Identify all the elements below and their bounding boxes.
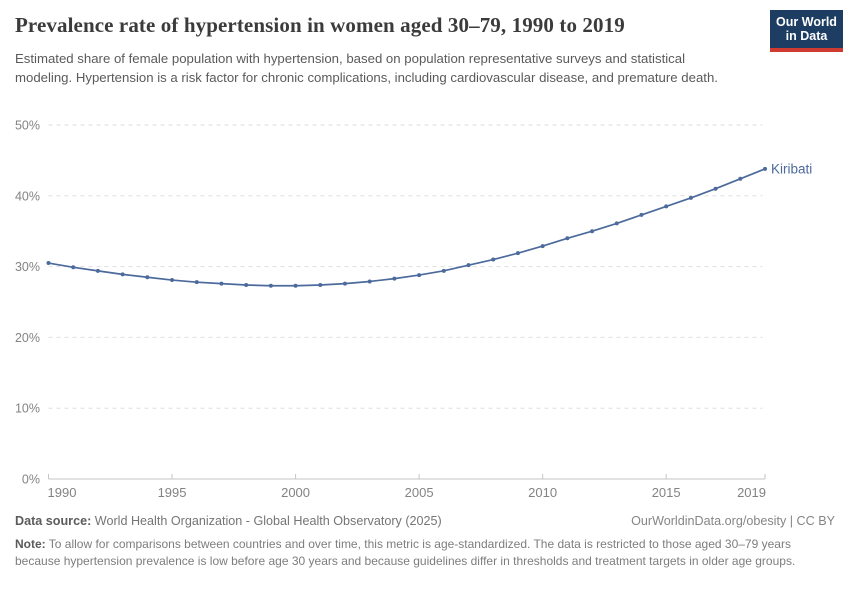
data-point[interactable] — [318, 283, 323, 288]
data-point[interactable] — [293, 283, 298, 288]
data-point[interactable] — [244, 283, 249, 288]
data-point[interactable] — [515, 251, 520, 256]
data-point[interactable] — [763, 166, 767, 171]
y-axis-label: 20% — [15, 331, 40, 345]
data-point[interactable] — [491, 257, 496, 262]
data-point[interactable] — [466, 263, 471, 268]
owid-logo[interactable]: Our World in Data — [770, 10, 843, 52]
data-point[interactable] — [441, 268, 446, 273]
data-point[interactable] — [219, 281, 224, 286]
data-point[interactable] — [392, 276, 397, 281]
data-point[interactable] — [71, 265, 76, 270]
note-label: Note: — [15, 537, 46, 551]
y-axis-label: 40% — [15, 189, 40, 203]
data-source: Data source: World Health Organization -… — [15, 514, 442, 528]
data-point[interactable] — [738, 176, 743, 181]
data-point[interactable] — [540, 244, 545, 249]
owid-logo-line1: Our World — [776, 14, 837, 29]
line-chart[interactable]: 0% 10% 20% 30% 40% 50% 1990 1995 2000 2005 2010 201… — [0, 110, 850, 508]
note-text: To allow for comparisons between countri… — [15, 537, 796, 568]
page-subtitle: Estimated share of female population wit… — [15, 51, 718, 85]
data-source-value: World Health Organization - Global Healt… — [91, 514, 442, 528]
data-point[interactable] — [170, 278, 175, 283]
x-axis-label: 1990 — [48, 485, 77, 500]
page-title: Prevalence rate of hypertension in women… — [15, 13, 625, 37]
data-point[interactable] — [194, 280, 199, 285]
entity-label[interactable]: Kiribati — [771, 161, 812, 176]
data-point[interactable] — [417, 273, 422, 278]
x-axis-label: 2005 — [405, 485, 434, 500]
data-source-label: Data source: — [15, 514, 92, 528]
data-point[interactable] — [614, 221, 619, 226]
data-point[interactable] — [590, 229, 595, 234]
data-line[interactable] — [47, 168, 766, 287]
data-point[interactable] — [95, 268, 100, 273]
y-axis-label: 0% — [22, 473, 40, 487]
data-point[interactable] — [664, 204, 669, 209]
data-point[interactable] — [120, 272, 125, 277]
y-axis-label: 30% — [15, 260, 40, 274]
y-axis-label: 10% — [15, 402, 40, 416]
chart-note: Note: To allow for comparisons between c… — [15, 536, 835, 569]
x-axis-label: 2015 — [652, 485, 681, 500]
data-point[interactable] — [145, 275, 150, 280]
data-point[interactable] — [688, 195, 693, 200]
x-axis-label: 2019 — [737, 485, 766, 500]
data-point[interactable] — [268, 283, 273, 288]
data-point[interactable] — [639, 212, 644, 217]
x-axis-label: 1995 — [158, 485, 187, 500]
data-point[interactable] — [565, 236, 570, 241]
x-axis-label: 2010 — [528, 485, 557, 500]
chart-footer: Data source: World Health Organization -… — [15, 514, 835, 569]
data-point[interactable] — [342, 281, 347, 286]
owid-logo-line2: in Data — [785, 29, 828, 43]
data-point[interactable] — [46, 261, 51, 266]
y-axis-label: 50% — [15, 119, 40, 133]
data-point[interactable] — [367, 279, 372, 284]
owid-link[interactable]: OurWorldinData.org/obesity | CC BY — [631, 514, 835, 528]
chart-area[interactable]: 0% 10% 20% 30% 40% 50% 1990 1995 2000 2005 2010 201… — [0, 110, 850, 508]
data-point[interactable] — [713, 186, 718, 191]
x-axis-label: 2000 — [281, 485, 310, 500]
